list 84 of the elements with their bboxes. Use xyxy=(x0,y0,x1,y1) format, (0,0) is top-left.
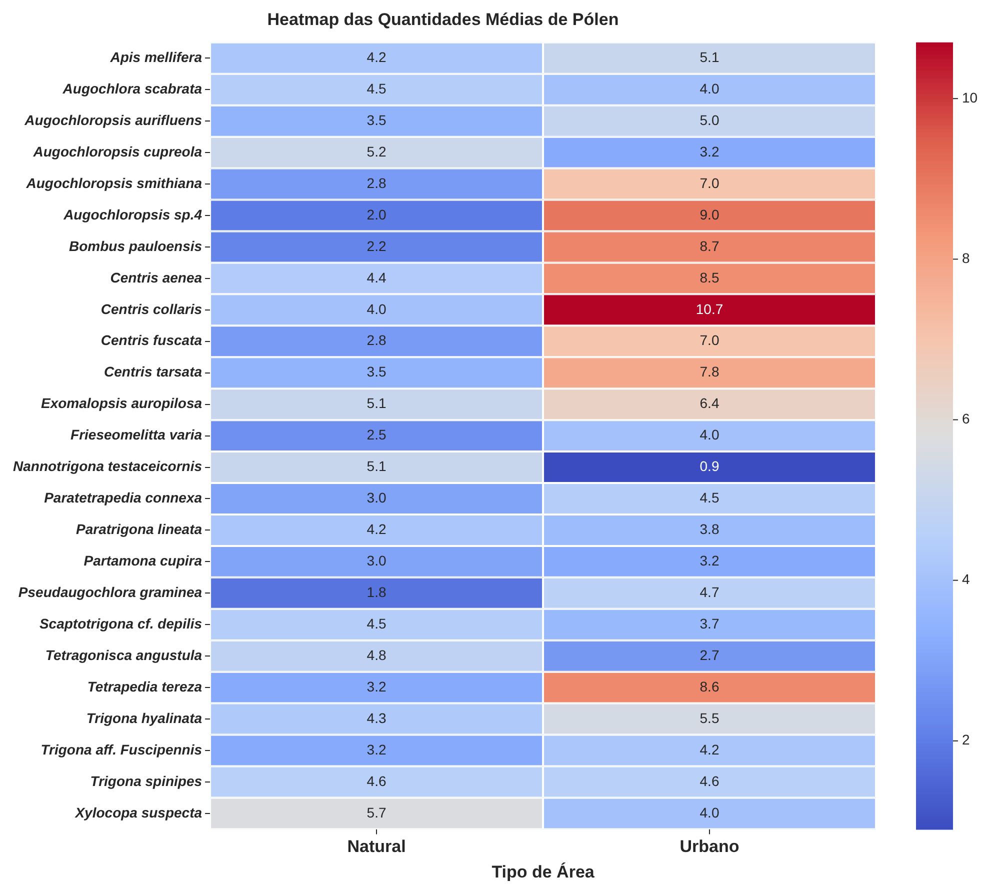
y-tick-label: Paratrigona lineata xyxy=(76,521,202,538)
data-label: 4.3 xyxy=(366,710,386,726)
y-tick-label: Trigona aff. Fuscipennis xyxy=(40,741,202,758)
data-label: 6.4 xyxy=(700,395,720,412)
data-label: 3.2 xyxy=(366,741,386,758)
y-tick-label: Centris tarsata xyxy=(104,364,202,380)
data-label: 4.6 xyxy=(700,772,720,789)
data-label: 8.7 xyxy=(700,238,720,254)
data-label: 3.5 xyxy=(366,112,386,128)
data-label: 2.7 xyxy=(700,646,720,663)
y-tick-label: Centris fuscata xyxy=(100,332,202,348)
y-tick-label: Paratetrapedia connexa xyxy=(44,490,202,506)
y-tick-label: Augochlora scabrata xyxy=(62,80,202,96)
data-label: 5.1 xyxy=(366,395,386,412)
color-bar-label: 10 xyxy=(962,89,978,106)
data-label: 3.2 xyxy=(366,678,386,694)
data-label: 4.0 xyxy=(700,804,720,820)
data-label: 3.0 xyxy=(366,490,386,506)
y-tick-label: Augochloropsis smithiana xyxy=(25,174,202,191)
y-tick-label: Tetrapedia tereza xyxy=(87,678,202,694)
y-tick-label: Xylocopa suspecta xyxy=(74,804,202,820)
color-bar-label: 8 xyxy=(962,250,970,266)
data-label: 5.1 xyxy=(366,458,386,474)
data-label: 7.0 xyxy=(700,332,720,348)
chart-title: Heatmap das Quantidades Médias de Pólen xyxy=(267,10,619,29)
data-label: 7.8 xyxy=(700,364,720,380)
y-tick-label: Partamona cupira xyxy=(84,552,202,569)
data-label: 5.5 xyxy=(700,710,720,726)
x-tick-label: Natural xyxy=(347,837,406,856)
data-label: 3.2 xyxy=(700,552,720,569)
data-label: 3.5 xyxy=(366,364,386,380)
data-label: 4.0 xyxy=(700,80,720,96)
data-label: 3.7 xyxy=(700,615,720,632)
y-tick-label: Nannotrigona testaceicornis xyxy=(12,458,202,474)
y-tick-label: Trigona spinipes xyxy=(90,772,202,789)
y-tick-label: Tetragonisca angustula xyxy=(45,646,202,663)
y-tick-label: Augochloropsis sp.4 xyxy=(62,206,202,222)
y-tick-label: Frieseomelitta varia xyxy=(70,426,202,443)
data-label: 4.6 xyxy=(366,772,386,789)
x-axis-title: Tipo de Área xyxy=(492,861,595,882)
y-tick-label: Augochloropsis cupreola xyxy=(32,143,202,160)
data-label: 2.8 xyxy=(366,174,386,191)
color-bar-label: 6 xyxy=(962,410,970,427)
y-tick-label: Trigona hyalinata xyxy=(86,710,202,726)
data-label: 3.8 xyxy=(700,521,720,538)
data-label: 5.2 xyxy=(366,143,386,160)
data-label: 8.5 xyxy=(700,269,720,286)
data-label: 0.9 xyxy=(700,458,720,474)
data-label: 10.7 xyxy=(696,300,724,317)
y-tick-label: Centris collaris xyxy=(100,300,202,317)
data-label: 1.8 xyxy=(366,584,386,600)
data-label: 7.0 xyxy=(700,174,720,191)
data-label: 4.5 xyxy=(366,615,386,632)
data-label: 4.2 xyxy=(700,741,720,758)
data-label: 8.6 xyxy=(700,678,720,694)
y-tick-label: Pseudaugochlora graminea xyxy=(18,584,202,600)
data-label: 4.2 xyxy=(366,521,386,538)
data-label: 4.7 xyxy=(700,584,720,600)
y-tick-label: Augochloropsis aurifluens xyxy=(24,112,202,128)
data-label: 4.5 xyxy=(366,80,386,96)
y-tick-label: Centris aenea xyxy=(110,269,202,286)
data-label: 3.2 xyxy=(700,143,720,160)
y-tick-label: Bombus pauloensis xyxy=(69,238,202,254)
data-label: 2.8 xyxy=(366,332,386,348)
data-label: 2.5 xyxy=(366,426,386,443)
data-label: 5.1 xyxy=(700,48,720,65)
data-label: 4.8 xyxy=(366,646,386,663)
x-tick-label: Urbano xyxy=(680,837,740,856)
data-label: 3.0 xyxy=(366,552,386,569)
data-label: 4.4 xyxy=(366,269,386,286)
data-label: 2.0 xyxy=(366,206,386,222)
data-label: 9.0 xyxy=(700,206,720,222)
y-tick-label: Apis mellifera xyxy=(109,48,202,65)
color-bar-label: 4 xyxy=(962,571,970,588)
y-tick-label: Scaptotrigona cf. depilis xyxy=(39,615,202,632)
data-label: 2.2 xyxy=(366,238,386,254)
data-label: 5.0 xyxy=(700,112,720,128)
color-bar-label: 2 xyxy=(962,732,970,748)
data-label: 5.7 xyxy=(366,804,386,820)
data-label: 4.0 xyxy=(700,426,720,443)
data-label: 4.2 xyxy=(366,48,386,65)
data-label: 4.0 xyxy=(366,300,386,317)
y-tick-label: Exomalopsis auropilosa xyxy=(40,395,202,412)
data-label: 4.5 xyxy=(700,490,720,506)
